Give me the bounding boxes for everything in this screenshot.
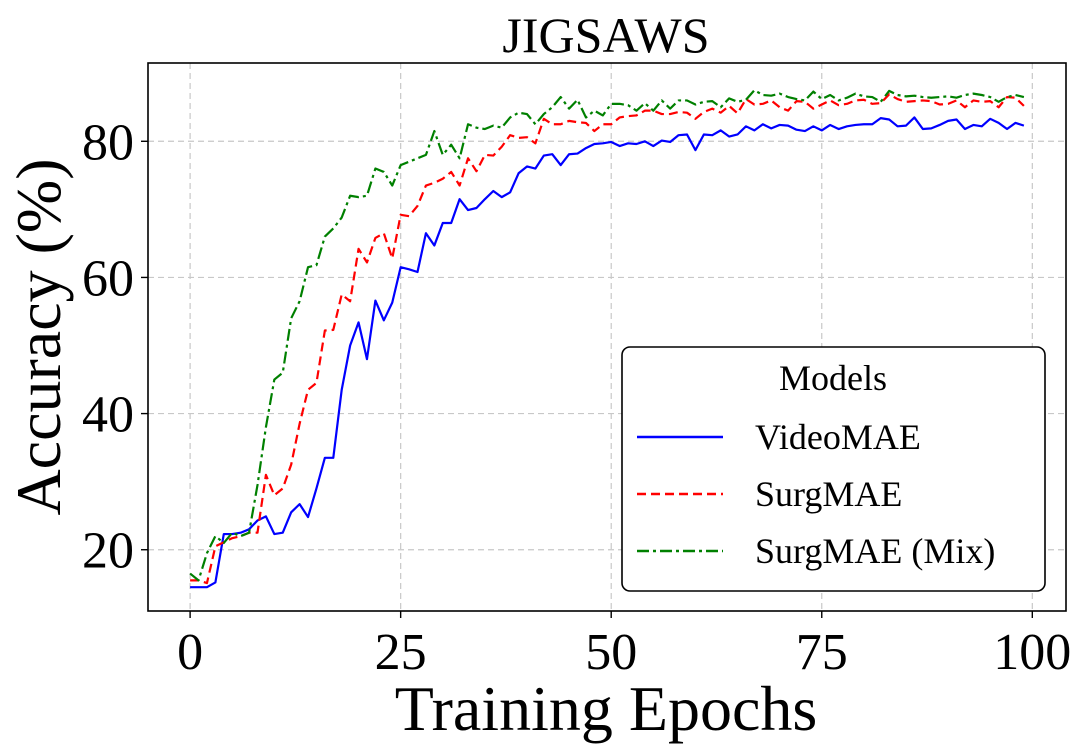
series-lines xyxy=(189,89,1025,589)
legend-title: Models xyxy=(779,358,887,398)
legend-box xyxy=(621,346,1046,592)
legend-entries: VideoMAE SurgMAE SurgMAE (Mix) xyxy=(637,417,995,571)
y-tick-label-3: 80 xyxy=(82,114,134,171)
x-tick-label-4: 100 xyxy=(993,624,1071,681)
x-tick-label-3: 75 xyxy=(796,624,848,681)
series-line-surgmae xyxy=(190,93,1025,585)
y-tick-label-0: 20 xyxy=(82,523,134,580)
x-tick-label-1: 25 xyxy=(375,624,427,681)
y-axis-label: Accuracy (%) xyxy=(3,158,74,515)
x-axis-label: Training Epochs xyxy=(395,673,818,744)
legend-label-surgmae-mix: SurgMAE (Mix) xyxy=(755,531,995,571)
grid xyxy=(148,63,1066,611)
legend-label-videomae: VideoMAE xyxy=(755,417,921,457)
chart-title: JIGSAWS xyxy=(502,7,709,63)
legend: Models VideoMAE SurgMAE SurgMAE (Mix) xyxy=(621,346,1046,592)
series-line-surgmae-mix xyxy=(189,89,1025,582)
y-tick-label-2: 60 xyxy=(82,250,134,307)
x-tick-label-0: 0 xyxy=(177,624,203,681)
legend-label-surgmae: SurgMAE xyxy=(755,474,902,514)
plot-frame xyxy=(147,62,1067,612)
y-tick-label-1: 40 xyxy=(82,387,134,444)
series-line-videomae xyxy=(190,116,1025,589)
axis-ticks: 0 25 50 75 100 20 40 60 80 xyxy=(82,114,1071,681)
x-tick-label-2: 50 xyxy=(585,624,637,681)
